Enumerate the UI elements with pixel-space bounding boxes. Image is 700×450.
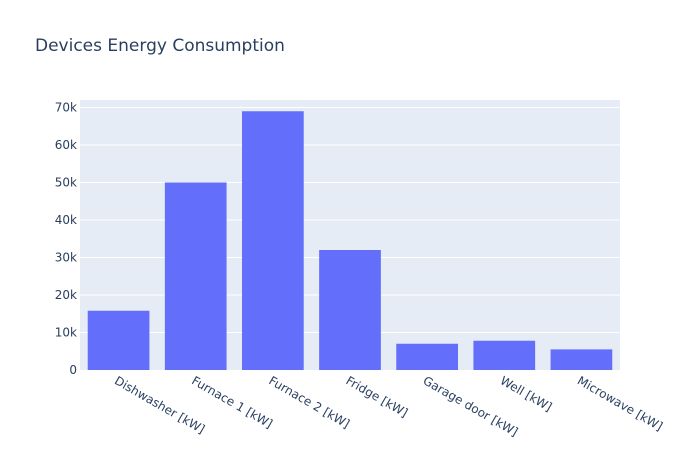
- bar[interactable]: [473, 340, 536, 370]
- bar[interactable]: [396, 343, 458, 370]
- x-axis-ticks: Dishwasher [kW]Furnace 1 [kW]Furnace 2 […: [112, 373, 665, 439]
- y-tick-label: 10k: [55, 326, 77, 340]
- y-tick-label: 20k: [55, 288, 77, 302]
- y-tick-label: 0: [69, 363, 77, 377]
- bar[interactable]: [87, 310, 150, 370]
- y-tick-label: 40k: [55, 213, 77, 227]
- bar[interactable]: [164, 182, 227, 371]
- x-tick-label: Fridge [kW]: [344, 373, 411, 420]
- y-tick-label: 60k: [55, 138, 77, 152]
- x-tick-label: Microwave [kW]: [575, 373, 665, 433]
- y-tick-label: 70k: [55, 101, 77, 115]
- chart-title: Devices Energy Consumption: [35, 36, 285, 56]
- bar[interactable]: [550, 349, 613, 370]
- bars: [87, 111, 613, 371]
- y-axis-ticks: 0 10k 20k 30k 40k 50k 60k 70k: [55, 101, 77, 378]
- y-tick-label: 50k: [55, 176, 77, 190]
- y-tick-label: 30k: [55, 251, 77, 265]
- x-tick-label: Furnace 2 [kW]: [266, 373, 352, 431]
- bar[interactable]: [242, 111, 304, 370]
- x-tick-label: Well [kW]: [498, 373, 555, 414]
- bar[interactable]: [319, 250, 381, 370]
